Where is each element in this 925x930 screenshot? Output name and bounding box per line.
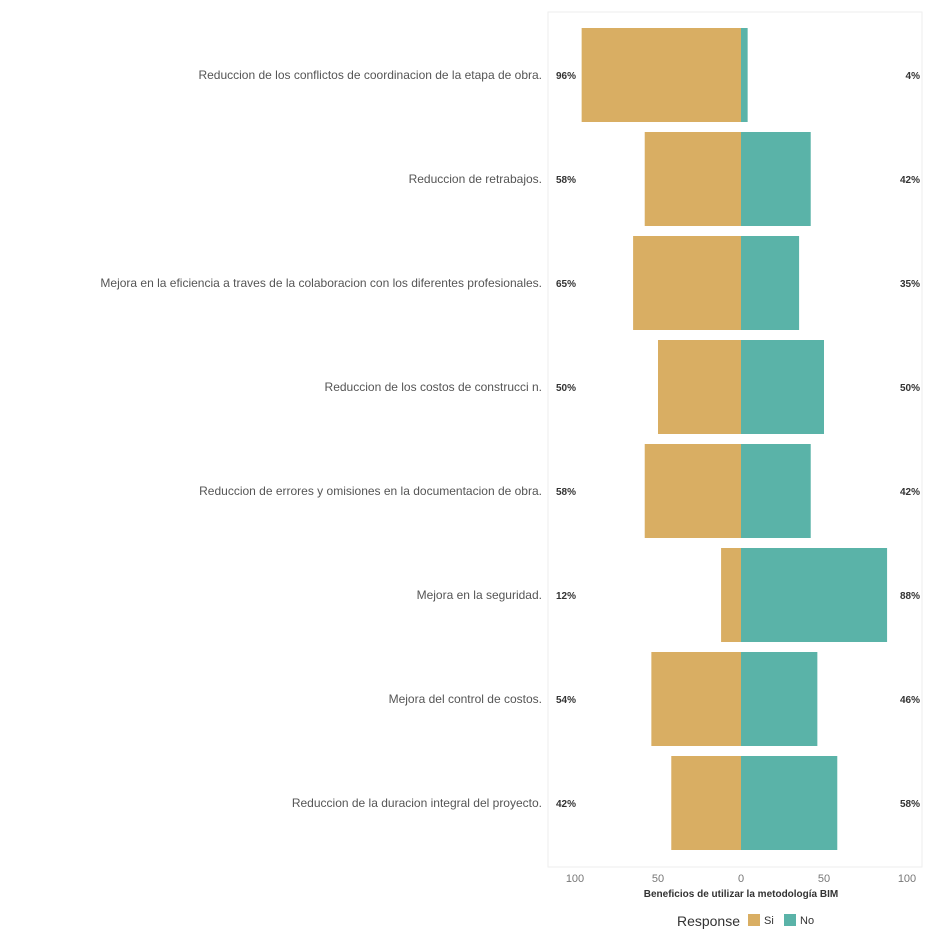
x-ticks-group: 100 50 0 50 100: [566, 873, 916, 885]
category-label: Reduccion de los costos de construcci n.: [325, 380, 542, 394]
bar-si: [658, 340, 741, 434]
bar-no: [741, 28, 748, 122]
x-tick-label: 0: [738, 873, 744, 885]
legend-label-no: No: [800, 915, 814, 927]
left-percent-label: 54%: [556, 695, 576, 706]
right-percent-label: 4%: [906, 71, 921, 82]
category-labels-group: Reduccion de los conflictos de coordinac…: [100, 68, 542, 810]
category-label: Reduccion de los conflictos de coordinac…: [198, 68, 542, 82]
bar-no: [741, 236, 800, 330]
category-label: Reduccion de retrabajos.: [409, 172, 542, 186]
legend-swatch-no: [784, 914, 796, 926]
bar-no: [741, 132, 811, 226]
right-percent-label: 88%: [900, 591, 920, 602]
x-tick-label: 50: [818, 873, 830, 885]
bar-si: [644, 132, 741, 226]
bar-si: [651, 652, 741, 746]
bar-no: [741, 756, 838, 850]
percent-labels-group: 96% 4% 58% 42% 65% 35% 50% 50% 58% 42% 12% 88% 54% 46…: [556, 71, 920, 810]
left-percent-label: 58%: [556, 175, 576, 186]
bar-no: [741, 652, 818, 746]
category-label: Reduccion de errores y omisiones en la d…: [199, 484, 542, 498]
category-label: Reduccion de la duracion integral del pr…: [292, 796, 542, 810]
left-percent-label: 65%: [556, 279, 576, 290]
bar-no: [741, 548, 888, 642]
left-percent-label: 58%: [556, 487, 576, 498]
left-percent-label: 50%: [556, 383, 576, 394]
bar-si: [633, 236, 741, 330]
category-label: Mejora en la eficiencia a traves de la c…: [100, 276, 542, 290]
bar-no: [741, 444, 811, 538]
bar-no: [741, 340, 824, 434]
category-label: Mejora del control de costos.: [389, 692, 542, 706]
x-axis-title: Beneficios de utilizar la metodología BI…: [644, 889, 838, 900]
bars-group: [581, 28, 888, 850]
category-label: Mejora en la seguridad.: [417, 588, 542, 602]
right-percent-label: 42%: [900, 175, 920, 186]
left-percent-label: 42%: [556, 799, 576, 810]
bar-si: [721, 548, 741, 642]
x-tick-label: 100: [898, 873, 916, 885]
legend-title: Response: [677, 913, 740, 929]
plot-panel-border: [547, 11, 923, 868]
right-percent-label: 46%: [900, 695, 920, 706]
x-tick-label: 50: [652, 873, 664, 885]
right-percent-label: 42%: [900, 487, 920, 498]
right-percent-label: 50%: [900, 383, 920, 394]
left-percent-label: 12%: [556, 591, 576, 602]
x-tick-label: 100: [566, 873, 584, 885]
legend-label-si: Si: [764, 915, 774, 927]
right-percent-label: 35%: [900, 279, 920, 290]
bar-si: [644, 444, 741, 538]
bar-si: [671, 756, 741, 850]
legend: Response Si No: [677, 913, 814, 929]
left-percent-label: 96%: [556, 71, 576, 82]
right-percent-label: 58%: [900, 799, 920, 810]
bar-si: [581, 28, 741, 122]
legend-swatch-si: [748, 914, 760, 926]
